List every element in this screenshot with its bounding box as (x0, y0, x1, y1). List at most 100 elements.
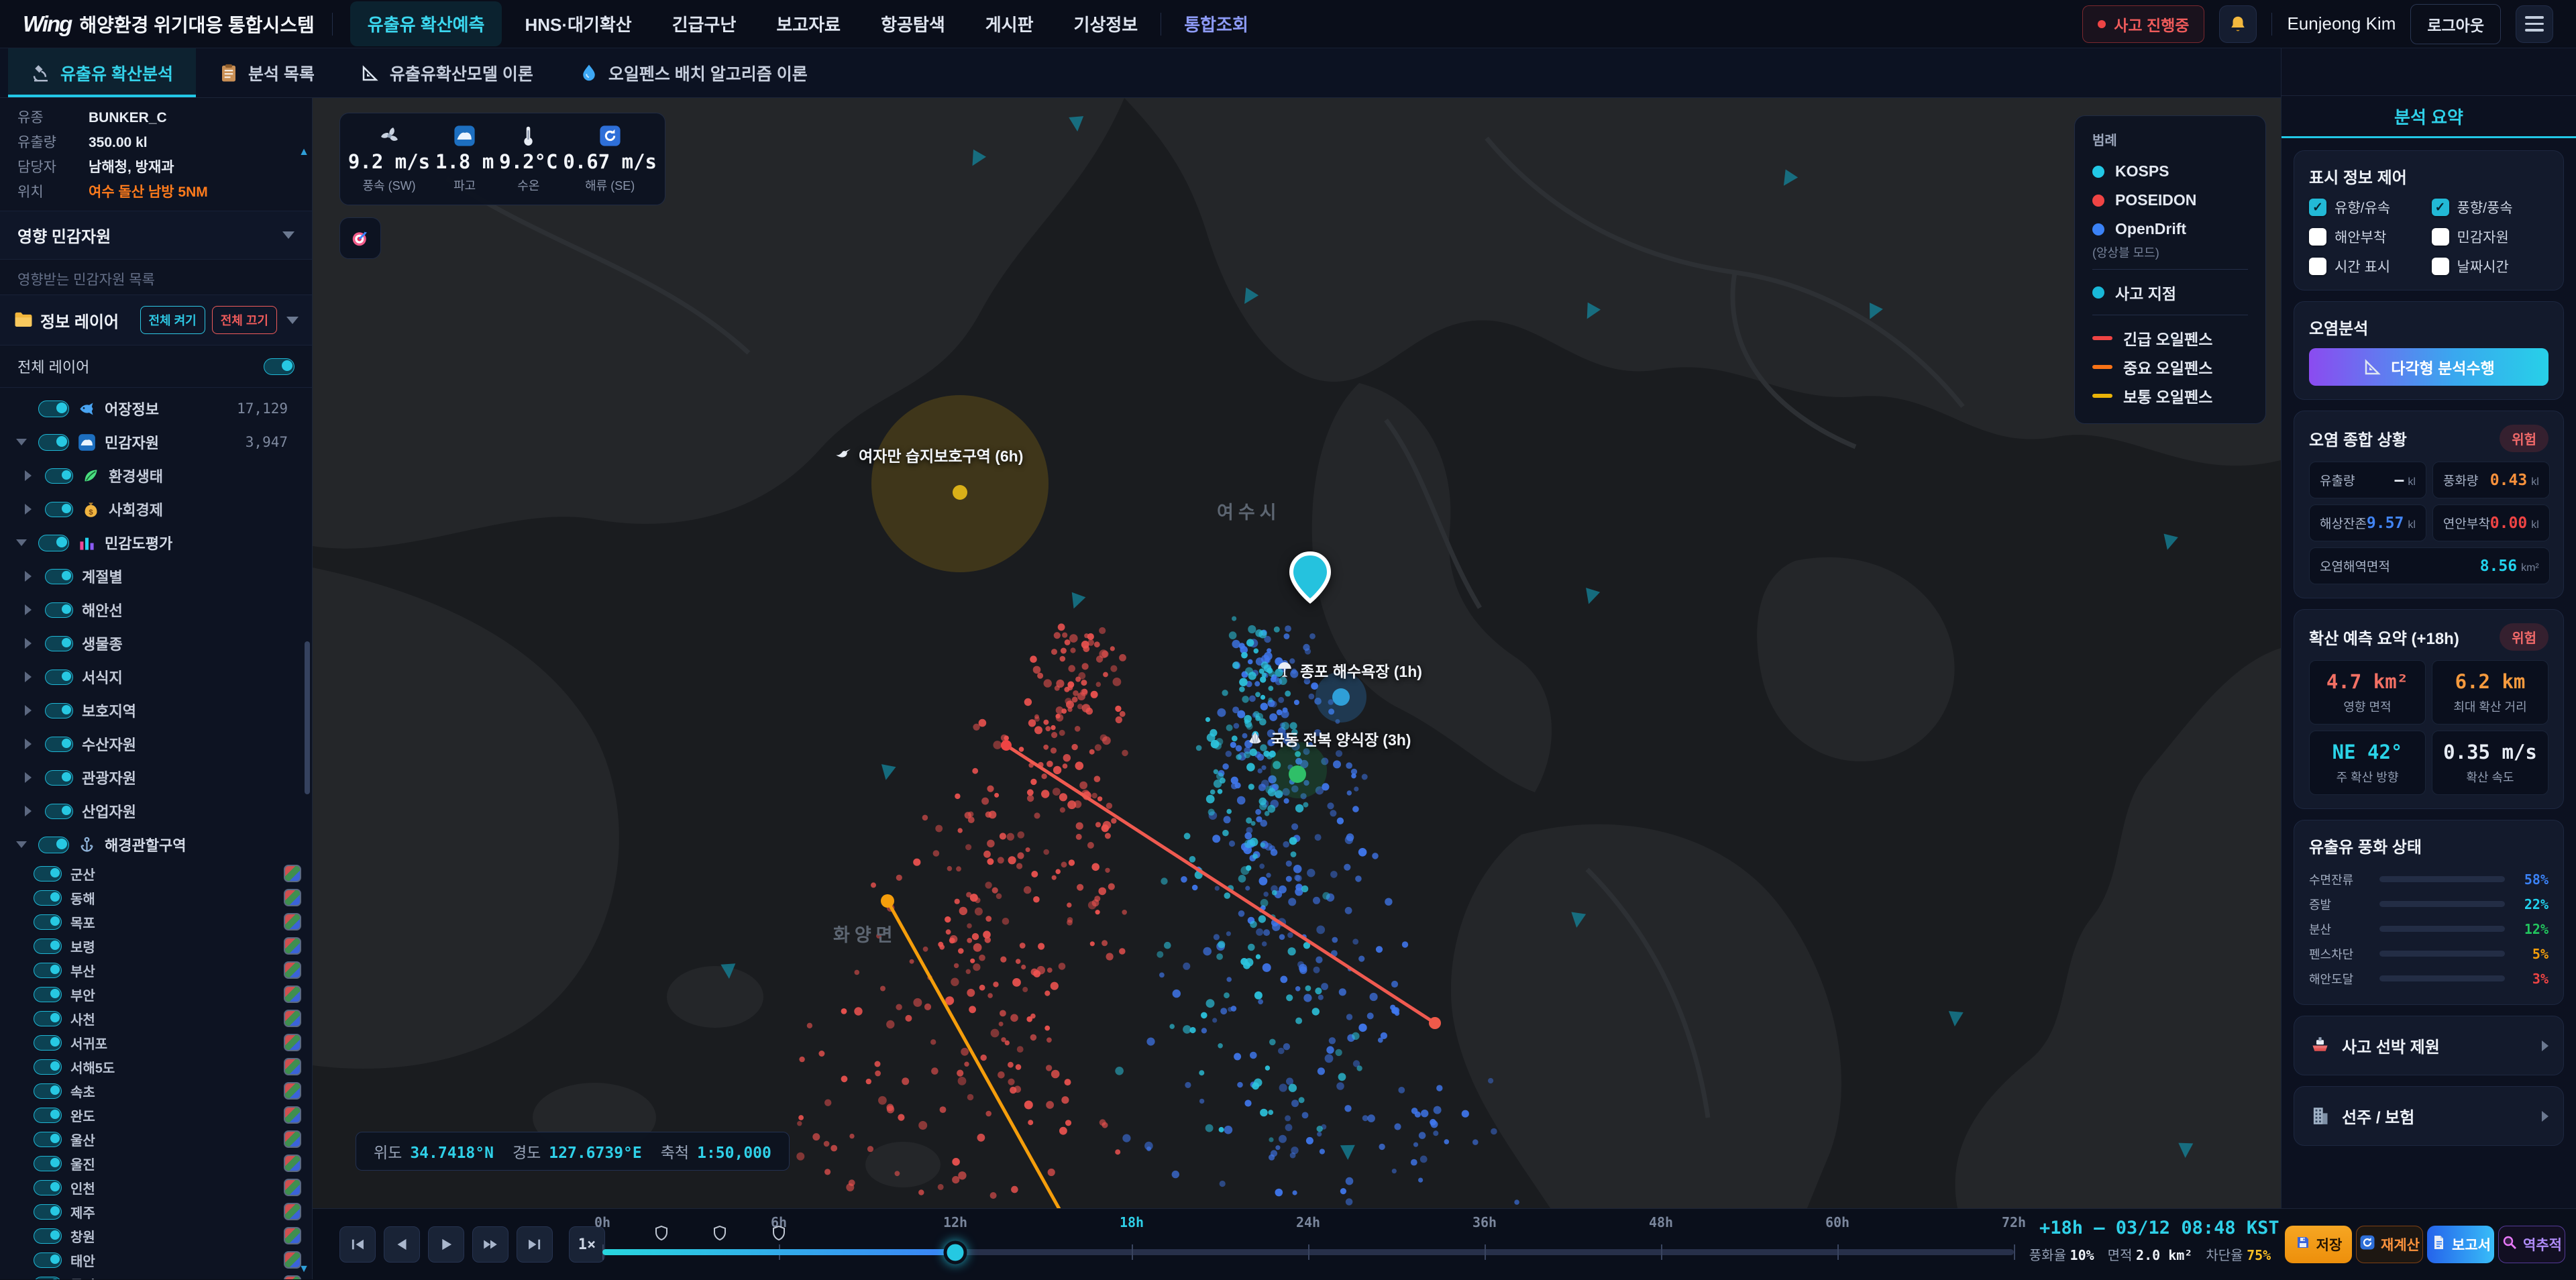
fence-event-marker[interactable] (653, 1225, 669, 1244)
scroll-down-icon[interactable]: ▼ (299, 1263, 309, 1275)
step-back-button[interactable] (384, 1226, 420, 1263)
layer-toggle[interactable] (34, 1252, 62, 1268)
skip-start-button[interactable] (339, 1226, 376, 1263)
fast-forward-button[interactable] (472, 1226, 508, 1263)
subtab-3[interactable]: 유출유확산모델 이론 (337, 48, 556, 97)
sidebar-scrollbar[interactable] (305, 641, 310, 794)
subtab-2[interactable]: 분석 목록 (196, 48, 337, 97)
caret-right-icon[interactable] (25, 638, 32, 649)
checkbox-unchecked[interactable] (2309, 228, 2326, 246)
notifications-button[interactable] (2219, 5, 2257, 43)
trace-button[interactable]: 역추적 (2498, 1226, 2565, 1263)
menu-button[interactable] (2516, 5, 2553, 43)
caret-down-icon[interactable] (16, 539, 27, 546)
layer-toggle[interactable] (45, 468, 73, 484)
layer-toggle[interactable] (45, 736, 73, 752)
nav-item-3[interactable]: 긴급구난 (672, 15, 737, 35)
palette-button[interactable] (284, 865, 301, 882)
nav-item-2[interactable]: HNS·대기확산 (525, 15, 632, 35)
layers-all-off-button[interactable]: 전체 끄기 (211, 306, 277, 334)
affected-resources-header[interactable]: 영향 민감자원 (0, 211, 312, 260)
owner-insurance-section[interactable]: 선주 / 보험 (2294, 1086, 2564, 1146)
nav-item-1[interactable]: 유출유 확산예측 (350, 1, 502, 46)
layer-toggle[interactable] (45, 568, 73, 584)
palette-button[interactable] (284, 1155, 301, 1172)
display-option[interactable]: 해안부착 (2309, 227, 2426, 247)
checkbox-checked[interactable]: ✓ (2431, 199, 2449, 216)
palette-button[interactable] (284, 1203, 301, 1220)
layer-toggle[interactable] (45, 803, 73, 819)
palette-button[interactable] (284, 1106, 301, 1124)
checkbox-unchecked[interactable] (2431, 228, 2449, 246)
palette-button[interactable] (284, 985, 301, 1003)
poi-label-2[interactable]: 종포 해수욕장 (1h) (1276, 659, 1422, 682)
layer-toggle[interactable] (34, 1010, 62, 1026)
palette-button[interactable] (284, 1130, 301, 1148)
scroll-up-icon[interactable]: ▲ (299, 146, 309, 158)
checkbox-unchecked[interactable] (2309, 258, 2326, 275)
layer-toggle[interactable] (34, 1228, 62, 1244)
poi-label-1[interactable]: 여자만 습지보호구역 (6h) (835, 443, 1023, 466)
checkbox-unchecked[interactable] (2431, 258, 2449, 275)
fence-event-marker[interactable] (771, 1225, 787, 1244)
layer-toggle[interactable] (34, 1179, 62, 1195)
master-layer-toggle[interactable] (264, 358, 294, 375)
poi-label-3[interactable]: 국동 전복 양식장 (3h) (1246, 727, 1411, 750)
display-option[interactable]: ✓ 풍향/풍속 (2431, 197, 2549, 217)
caret-down-icon[interactable] (16, 439, 27, 445)
layer-toggle[interactable] (34, 938, 62, 954)
layer-toggle[interactable] (34, 1155, 62, 1171)
polygon-analysis-button[interactable]: 다각형 분석수행 (2309, 348, 2548, 386)
layers-all-on-button[interactable]: 전체 켜기 (140, 306, 205, 334)
display-option[interactable]: 날짜시간 (2431, 256, 2549, 276)
timeline-track[interactable] (602, 1225, 2015, 1264)
palette-button[interactable] (284, 1275, 301, 1279)
panel-header-tab[interactable]: 분석 요약 (2282, 96, 2576, 138)
layer-toggle[interactable] (34, 1083, 62, 1099)
layer-toggle[interactable] (34, 865, 62, 882)
nav-item-7[interactable]: 기상정보 (1073, 15, 1138, 35)
skip-end-button[interactable] (517, 1226, 553, 1263)
layer-toggle[interactable] (38, 836, 69, 853)
caret-right-icon[interactable] (25, 739, 32, 749)
fence-event-marker[interactable] (712, 1225, 728, 1244)
save-button[interactable]: 저장 (2285, 1226, 2352, 1263)
playback-speed-button[interactable]: 1× (569, 1226, 605, 1263)
layer-toggle[interactable] (34, 962, 62, 978)
palette-button[interactable] (284, 1058, 301, 1075)
layer-toggle[interactable] (45, 635, 73, 651)
display-option[interactable]: 시간 표시 (2309, 256, 2426, 276)
nav-item-4[interactable]: 보고자료 (776, 15, 841, 35)
layer-toggle[interactable] (34, 890, 62, 906)
logout-button[interactable]: 로그아웃 (2410, 3, 2501, 44)
layer-toggle[interactable] (34, 1204, 62, 1220)
vessel-spec-section[interactable]: 사고 선박 제원 (2294, 1016, 2564, 1075)
palette-button[interactable] (284, 1251, 301, 1269)
refresh-button[interactable]: 재계산 (2356, 1226, 2423, 1263)
palette-button[interactable] (284, 1179, 301, 1196)
caret-right-icon[interactable] (25, 772, 32, 783)
checkbox-checked[interactable]: ✓ (2309, 199, 2326, 216)
layer-toggle[interactable] (34, 986, 62, 1002)
layer-toggle[interactable] (34, 1034, 62, 1051)
caret-right-icon[interactable] (25, 672, 32, 682)
palette-button[interactable] (284, 937, 301, 955)
display-option[interactable]: ✓ 유향/유속 (2309, 197, 2426, 217)
nav-item-8[interactable]: 통합조회 (1184, 15, 1248, 35)
layer-toggle[interactable] (45, 602, 73, 618)
palette-button[interactable] (284, 889, 301, 906)
caret-right-icon[interactable] (25, 705, 32, 716)
incident-pin[interactable] (1289, 551, 1332, 605)
layer-toggle[interactable] (38, 400, 69, 417)
report-button[interactable]: 보고서 (2427, 1226, 2494, 1263)
palette-button[interactable] (284, 913, 301, 930)
layer-toggle[interactable] (34, 1131, 62, 1147)
locate-incident-button[interactable] (339, 217, 381, 259)
palette-button[interactable] (284, 1034, 301, 1051)
caret-right-icon[interactable] (25, 571, 32, 582)
nav-item-5[interactable]: 항공탐색 (881, 15, 945, 35)
caret-down-icon[interactable] (16, 841, 27, 848)
caret-right-icon[interactable] (25, 604, 32, 615)
display-option[interactable]: 민감자원 (2431, 227, 2549, 247)
palette-button[interactable] (284, 1227, 301, 1244)
